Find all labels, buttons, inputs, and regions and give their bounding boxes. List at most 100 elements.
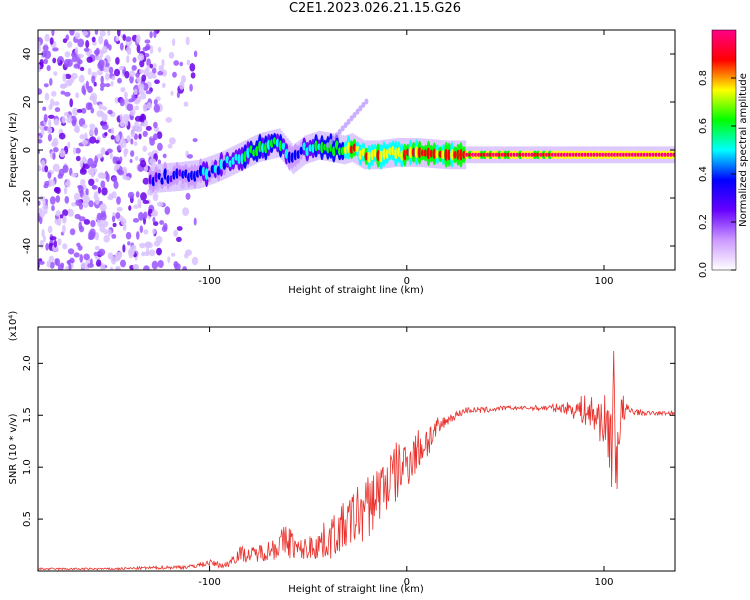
- noise-speckle: [55, 258, 61, 267]
- noise-speckle: [95, 55, 103, 61]
- noise-speckle: [170, 90, 174, 96]
- noise-speckle: [100, 86, 104, 92]
- ridge-streak: [346, 118, 351, 125]
- noise-speckle: [142, 130, 148, 137]
- noise-speckle: [138, 211, 144, 221]
- noise-speckle: [149, 63, 153, 69]
- noise-speckle: [62, 209, 69, 217]
- noise-speckle: [165, 117, 173, 123]
- noise-speckle: [83, 47, 90, 52]
- y-tick-label: 2.0: [22, 355, 33, 371]
- noise-speckle: [122, 224, 127, 231]
- noise-speckle: [108, 66, 114, 74]
- noise-speckle: [99, 82, 106, 88]
- colorbar-tick-label: 0.6: [698, 118, 709, 134]
- noise-speckle: [143, 211, 148, 220]
- noise-speckle: [111, 233, 117, 239]
- noise-speckle: [157, 142, 163, 151]
- noise-speckle: [184, 253, 189, 259]
- noise-speckle: [116, 206, 123, 212]
- noise-speckle: [140, 160, 147, 168]
- noise-speckle: [67, 208, 71, 216]
- noise-speckle: [95, 178, 99, 183]
- noise-speckle: [79, 254, 83, 263]
- noise-speckle: [56, 57, 61, 64]
- noise-speckle: [71, 119, 77, 127]
- noise-speckle: [67, 141, 71, 149]
- noise-speckle: [179, 81, 185, 90]
- noise-speckle: [161, 82, 166, 88]
- noise-speckle: [162, 153, 167, 159]
- noise-speckle: [142, 200, 150, 204]
- y-tick-label: 40: [22, 48, 33, 61]
- spectrogram-panel: -100 0 100 -40 -20 0 20 40 Height of straight l…: [8, 29, 676, 296]
- noise-speckle: [105, 83, 111, 88]
- noise-speckle: [144, 39, 151, 44]
- x-tick-label: 100: [594, 577, 613, 588]
- noise-speckle: [98, 35, 104, 45]
- ridge-streak: [361, 101, 366, 108]
- noise-speckle: [152, 67, 157, 74]
- noise-speckle: [87, 67, 92, 76]
- noise-speckle: [150, 212, 158, 217]
- ridge-streak: [352, 112, 357, 118]
- noise-speckle: [83, 253, 90, 261]
- noise-speckle: [44, 165, 49, 173]
- noise-speckle: [96, 259, 102, 267]
- noise-speckle: [153, 104, 160, 113]
- noise-speckle: [93, 251, 99, 257]
- noise-speckle: [121, 136, 125, 145]
- noise-speckle: [119, 113, 123, 121]
- noise-speckle: [86, 56, 93, 63]
- noise-speckle: [141, 113, 145, 123]
- noise-speckle: [101, 45, 108, 54]
- noise-speckle: [47, 225, 53, 234]
- x-tick-label: -100: [198, 276, 221, 287]
- noise-speckle: [99, 203, 107, 212]
- noise-speckle: [107, 109, 113, 115]
- noise-speckle: [79, 225, 85, 233]
- noise-speckle: [85, 40, 90, 49]
- noise-speckle: [93, 81, 97, 87]
- noise-speckle: [153, 30, 157, 39]
- noise-speckle: [62, 73, 67, 82]
- noise-speckle: [156, 201, 164, 207]
- noise-speckle: [88, 231, 96, 240]
- noise-speckle: [116, 145, 121, 152]
- noise-speckle: [59, 214, 64, 219]
- noise-speckle: [131, 65, 137, 71]
- noise-speckle: [108, 193, 114, 199]
- y-tick-label: -40: [22, 238, 33, 254]
- noise-speckle: [79, 134, 85, 140]
- spectrogram-ticks: -100 0 100 -40 -20 0 20 40: [22, 30, 675, 287]
- noise-speckle: [82, 123, 88, 129]
- noise-speckle: [78, 53, 84, 58]
- noise-speckle: [120, 259, 126, 268]
- noise-speckle: [171, 252, 176, 257]
- noise-speckle: [46, 260, 51, 268]
- noise-speckle: [145, 90, 152, 95]
- noise-speckle: [89, 123, 96, 130]
- ridge-streak: [364, 98, 369, 105]
- noise-speckle: [125, 36, 132, 42]
- noise-speckle: [44, 92, 50, 101]
- noise-speckle: [92, 168, 98, 173]
- ridge-core: [672, 152, 675, 157]
- noise-speckle: [148, 249, 156, 257]
- noise-speckle: [192, 138, 198, 143]
- noise-speckle: [55, 210, 61, 217]
- noise-speckle: [85, 102, 92, 111]
- noise-speckle: [44, 208, 48, 215]
- noise-speckle: [101, 187, 108, 196]
- noise-speckle: [38, 260, 45, 265]
- noise-speckle: [89, 136, 97, 144]
- noise-speckle: [136, 77, 142, 83]
- noise-speckle: [145, 125, 152, 131]
- ridge-streak: [334, 132, 339, 139]
- noise-speckle: [100, 147, 106, 156]
- noise-speckle: [51, 30, 55, 37]
- noise-speckle: [156, 131, 163, 140]
- noise-speckle: [52, 152, 56, 160]
- noise-speckle: [63, 58, 71, 68]
- noise-speckle: [97, 186, 102, 194]
